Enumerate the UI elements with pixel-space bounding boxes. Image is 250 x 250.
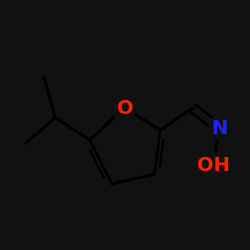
Text: N: N [211, 119, 227, 138]
Text: OH: OH [197, 156, 230, 175]
Text: O: O [117, 98, 133, 117]
